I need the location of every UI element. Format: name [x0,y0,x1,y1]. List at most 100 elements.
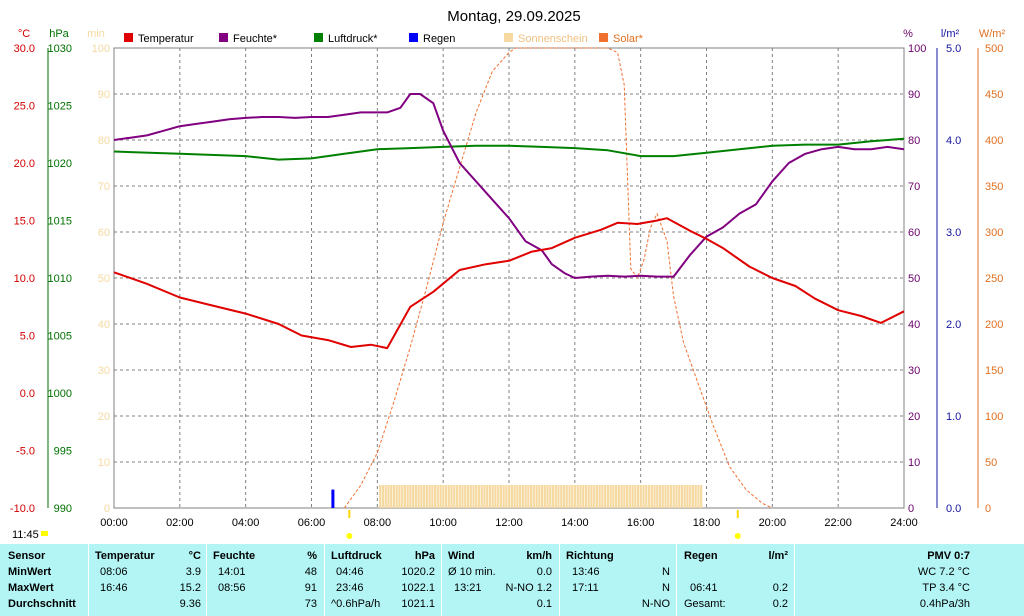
sunshine-bar [587,485,590,508]
humidity-tick-label: 30 [908,365,920,377]
sunshine-bar [458,485,461,508]
sunshine-bar [620,485,623,508]
wind-avg-value: 0.1 [536,598,552,610]
sunshine-bar [475,485,478,508]
sunshine-bar [494,485,497,508]
rain-max-value: 0.2 [772,582,788,594]
humidity-tick-label: 60 [908,227,920,239]
temp-tick-label: 20.0 [14,158,35,170]
wind-header: Wind [448,550,475,562]
sunshine-tick-label: 50 [98,273,110,285]
sunshine-bar [480,485,483,508]
legend-swatch [124,33,133,42]
temperature-line [113,217,905,350]
x-tick-label: 00:00 [100,517,128,529]
direction-max-value: N [662,582,670,594]
pressure-unit: hPa [414,550,435,562]
sunshine-bar [417,485,420,508]
sunshine-bar [409,485,412,508]
sunshine-bar [395,485,398,508]
solar-tick-label: 500 [985,43,1003,55]
sunshine-bar [623,485,626,508]
sunshine-bar [524,485,527,508]
x-tick-label: 14:00 [561,517,589,529]
sunshine-bar [455,485,459,508]
temperature-header: Temperatur [95,550,155,562]
sunshine-bar [700,485,703,508]
sunshine-bar [529,485,533,508]
sunshine-bar [631,485,634,508]
pressure-max-time: 23:46 [336,582,364,594]
sunshine-bar [601,485,604,508]
temperature-min-time: 08:06 [100,566,128,578]
humidity-column: Feuchte % 14:01 48 08:56 91 73 [213,544,317,616]
sunshine-bar [584,485,588,508]
rain-max-time: 06:41 [690,582,718,594]
sunshine-bar [562,485,566,508]
x-tick-label: 10:00 [429,517,457,529]
pressure-tick-label: 1005 [48,331,72,343]
temp-tick-label: -10.0 [10,503,35,515]
direction-header: Richtung [566,550,614,562]
sunshine-bar [497,485,500,508]
solar-tick-label: 200 [985,319,1003,331]
sunshine-bar [412,485,415,508]
sunshine-bar [423,485,426,508]
sunshine-bar [664,485,667,508]
sunshine-bar [535,485,538,508]
sunshine-bar [461,485,464,508]
humidity-tick-label: 70 [908,181,920,193]
legend-label: Luftdruck* [328,33,378,45]
wind-avg10-value: 0.0 [536,566,552,578]
sunshine-bar [565,485,568,508]
sunshine-tick-label: 60 [98,227,110,239]
pressure-tick-label: 990 [54,503,72,515]
chart-title: Montag, 29.09.2025 [447,8,580,25]
humidity-unit: % [307,550,317,562]
sunshine-bar [477,485,481,508]
sunshine-bar [488,485,492,508]
sunshine-bar [604,485,607,508]
humidity-tick-label: 90 [908,89,920,101]
sunshine-bar [540,485,544,508]
sunshine-bar [521,485,524,508]
sunshine-bar [650,485,653,508]
humidity-tick-label: 80 [908,135,920,147]
temp-unit-label: °C [18,28,30,40]
solar-tick-label: 350 [985,181,1003,193]
sunshine-bar [527,485,530,508]
sunshine-bar [642,485,645,508]
temp-tick-label: 5.0 [20,331,35,343]
sunshine-tick-label: 0 [104,503,110,515]
pmv-windchill: WC 7.2 °C [917,566,970,578]
sunshine-bar [431,485,434,508]
sunshine-bar [667,485,670,508]
statistics-panel: Sensor MinWert MaxWert Durchschnitt Temp… [0,543,1024,616]
direction-column: Richtung 13:46 N 17:11 N N-NO [566,544,670,616]
sunshine-bar [508,485,511,508]
sunshine-bar [590,485,593,508]
sunshine-bar [634,485,637,508]
weather-chart: Montag, 29.09.2025 °C hPa min % l/m² W/m… [9,8,1006,541]
sunshine-bar [661,485,664,508]
pmv-column: PMV 0:7 WC 7.2 °C TP 3.4 °C 0.4hPa/3h [800,544,970,616]
sunshine-bar [387,485,390,508]
legend-label: Feuchte* [233,33,278,45]
pressure-header: Luftdruck [331,550,382,562]
pmv-dewpoint: TP 3.4 °C [922,582,970,594]
pressure-tick-label: 1020 [48,158,72,170]
pressure-min-time: 04:46 [336,566,364,578]
sunshine-bar [579,485,582,508]
time-marker-icon [41,531,48,536]
pressure-tick-label: 1030 [48,43,72,55]
sunshine-bar [615,485,618,508]
sunshine-bar [453,485,456,508]
temperature-min-value: 3.9 [185,566,201,578]
sunshine-bar [568,485,571,508]
pressure-column: Luftdruck hPa 04:46 1020.2 23:46 1022.1 … [331,544,435,616]
sunshine-bar [549,485,552,508]
sunshine-bar [538,485,541,508]
x-tick-label: 04:00 [232,517,260,529]
sunshine-bar [573,485,577,508]
temperature-max-value: 15.2 [179,582,201,594]
